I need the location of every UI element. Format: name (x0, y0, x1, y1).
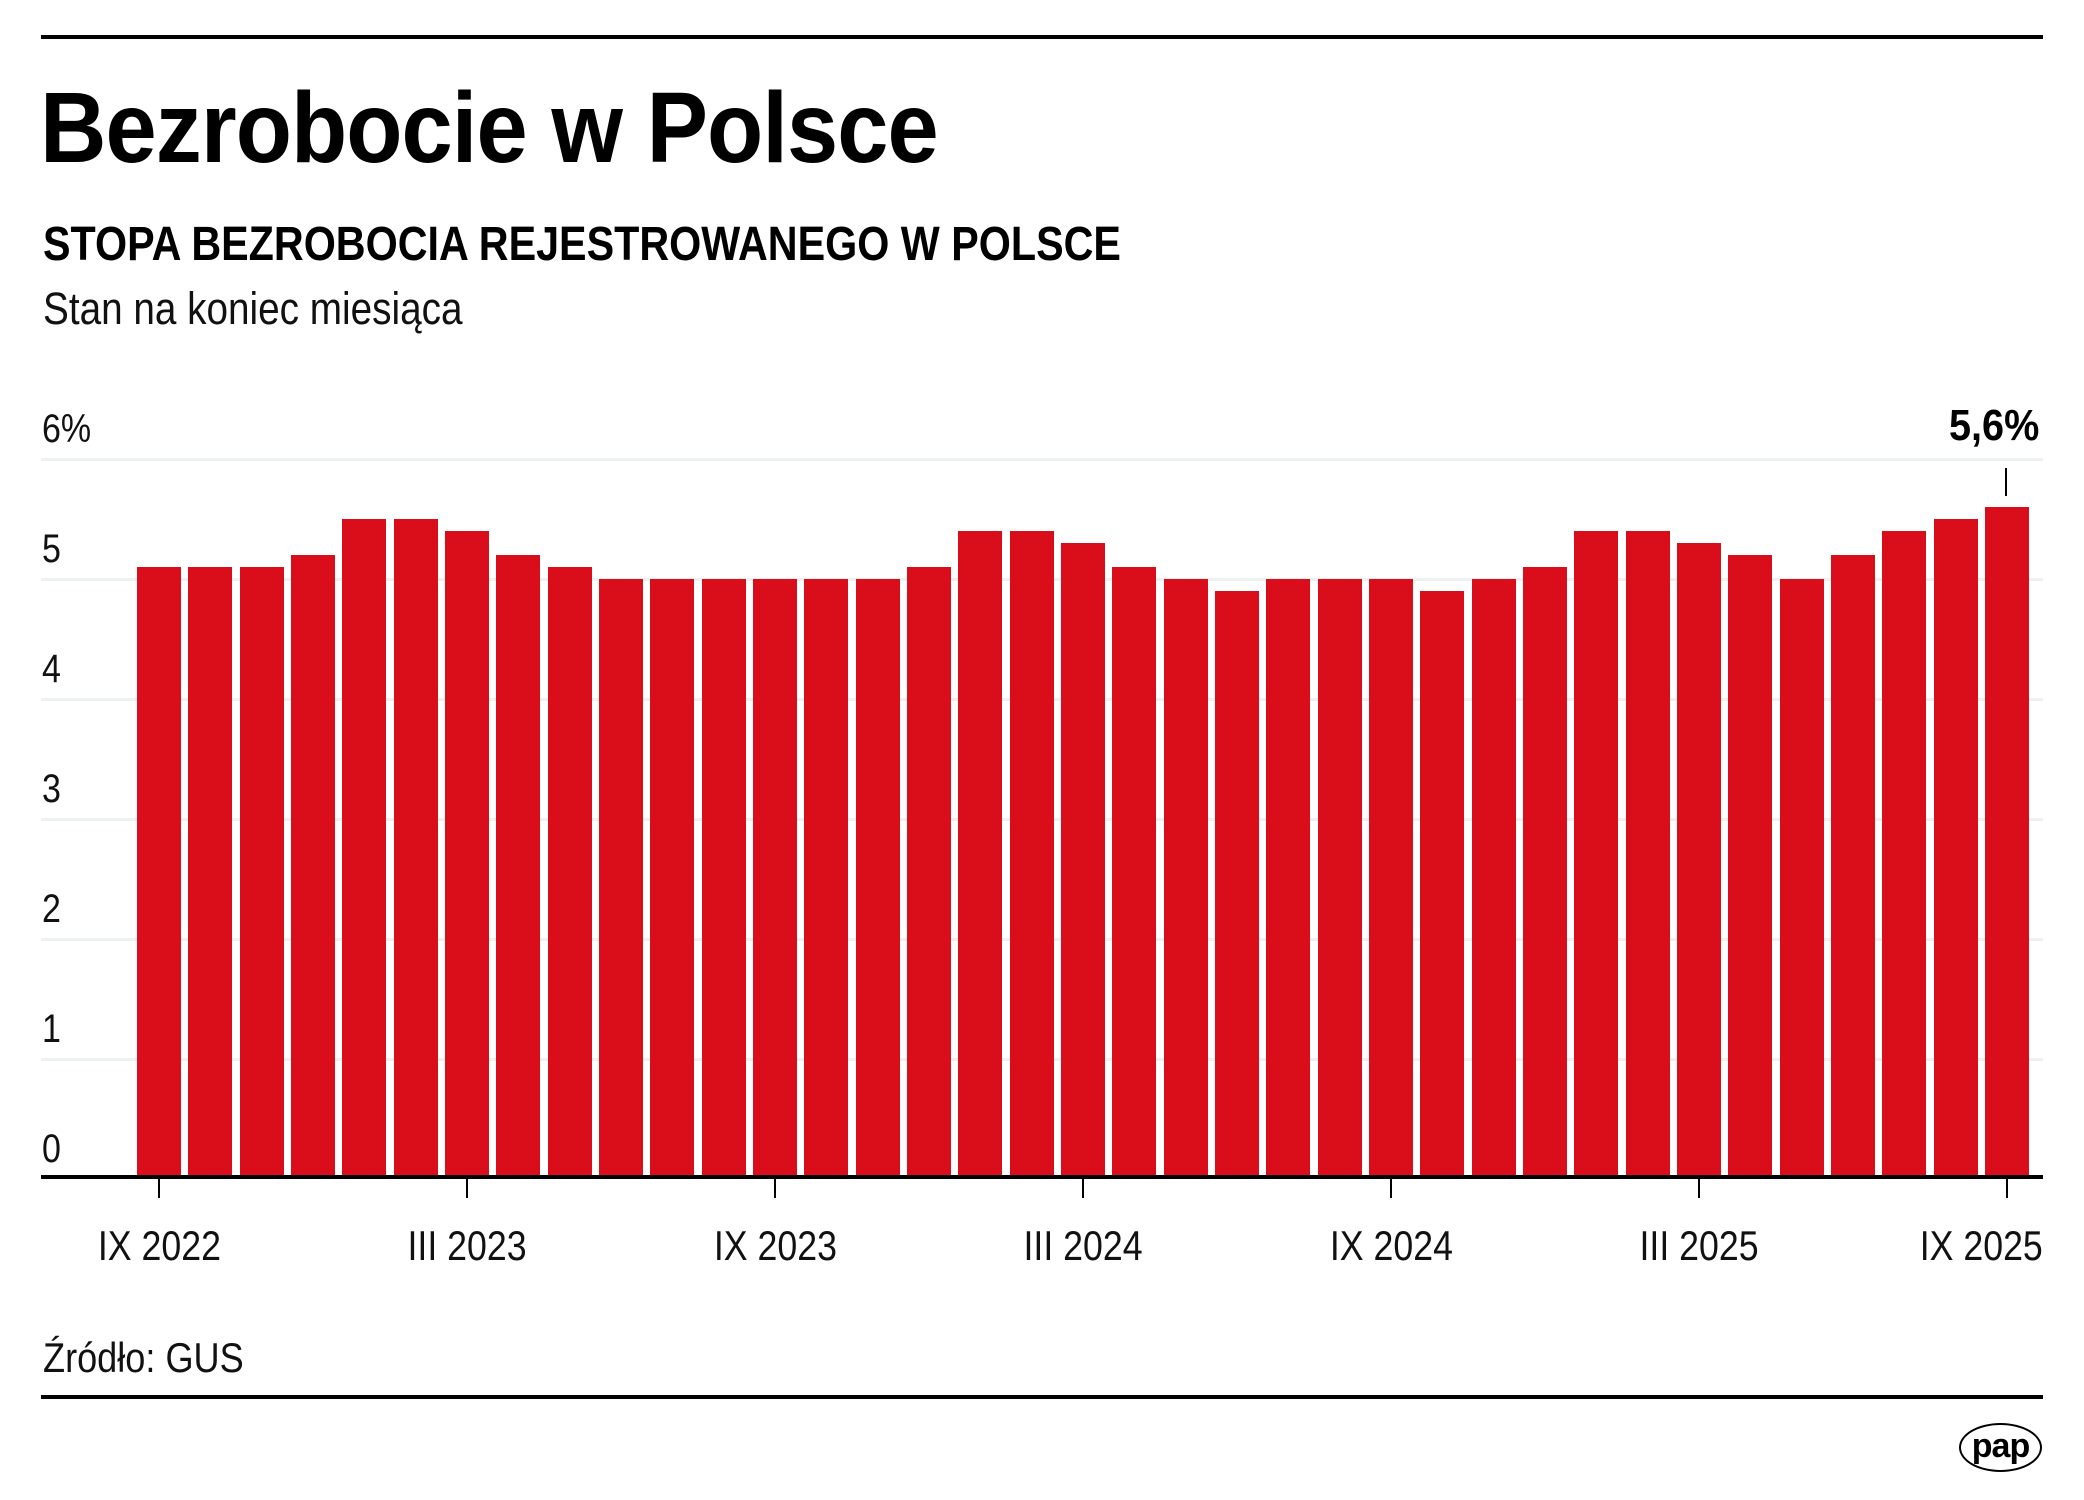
bar (650, 579, 695, 1175)
bar (1368, 579, 1413, 1175)
bar (752, 579, 797, 1175)
chart-note-text: Stan na koniec miesiąca (43, 283, 463, 334)
bottom-rule (41, 1395, 2043, 1399)
x-axis-line (41, 1175, 2043, 1179)
y-axis-label-text: 4 (42, 647, 61, 691)
x-axis-tick (158, 1179, 160, 1198)
x-axis-label-text: III 2024 (1023, 1222, 1143, 1269)
bar (1933, 519, 1978, 1175)
y-axis-label-text: 3 (42, 767, 61, 811)
annotation-leader-line (2005, 468, 2007, 496)
bar (701, 579, 746, 1175)
bar (1882, 531, 1927, 1175)
bar (290, 555, 335, 1175)
source-note: Źródło: GUS (43, 1336, 276, 1380)
bar (1317, 579, 1362, 1175)
bar (1574, 531, 1619, 1175)
chart-subtitle-text: STOPA BEZROBOCIA REJESTROWANEGO W POLSCE (43, 218, 1121, 271)
bar (137, 567, 181, 1175)
bar (496, 555, 541, 1175)
y-axis-label-text: 6% (42, 407, 92, 451)
x-axis-label: IX 2024 (1271, 1224, 1511, 1268)
bar (855, 579, 900, 1175)
top-rule (41, 35, 2043, 39)
y-axis-label: 6% (42, 409, 100, 449)
source-text: Źródło: GUS (43, 1334, 244, 1381)
x-axis-tick (1697, 1179, 1700, 1198)
x-axis-label: IX 2025 (1803, 1224, 2043, 1268)
chart-note: Stan na koniec miesiąca (43, 284, 531, 334)
y-axis-label: 0 (42, 1129, 64, 1169)
x-axis-label: IX 2022 (39, 1224, 279, 1268)
x-axis-label: III 2023 (347, 1224, 587, 1268)
x-axis-tick (465, 1179, 468, 1198)
bar (342, 519, 387, 1175)
x-axis-label: III 2025 (1579, 1224, 1819, 1268)
y-axis-label-text: 5 (42, 527, 61, 571)
x-axis-label-text: III 2023 (407, 1222, 527, 1269)
bar (958, 531, 1003, 1175)
y-axis-label: 5 (42, 529, 64, 569)
bar (1112, 567, 1157, 1175)
bar (1625, 531, 1670, 1175)
page-title-text: Bezrobocie w Polsce (40, 72, 939, 184)
bar (1420, 591, 1465, 1175)
bar (1471, 579, 1516, 1175)
x-axis-label: IX 2023 (655, 1224, 895, 1268)
latest-value-label: 5,6% (1948, 401, 2039, 450)
bar (1728, 555, 1773, 1175)
bar (1266, 579, 1311, 1175)
latest-value-annotation: 5,6% (1939, 404, 2039, 448)
page-title: Bezrobocie w Polsce (40, 78, 1016, 178)
bar-chart: 6% 5 4 3 2 1 0 IX 2022 III 2023 IX 2023 III 2024 I… (39, 404, 2043, 1268)
x-axis-tick (773, 1179, 776, 1198)
x-axis-label-text: IX 2024 (1329, 1222, 1453, 1269)
bar (239, 567, 284, 1175)
bar (393, 519, 438, 1175)
bar (1522, 567, 1567, 1175)
bar (1779, 579, 1824, 1175)
x-axis-tick (1389, 1179, 1392, 1198)
bar (1214, 591, 1259, 1175)
bar (1009, 531, 1054, 1175)
pap-logo-text: pap (1971, 1426, 2030, 1465)
chart-subtitle: STOPA BEZROBOCIA REJESTROWANEGO W POLSCE (43, 220, 1296, 270)
x-axis-label-text: III 2025 (1639, 1222, 1759, 1269)
x-axis-label-text: IX 2025 (1919, 1222, 2043, 1269)
bar (1060, 543, 1105, 1175)
x-axis-label-text: IX 2022 (97, 1222, 221, 1269)
bar (188, 567, 233, 1175)
x-axis-tick (2005, 1179, 2008, 1198)
bar (1830, 555, 1875, 1175)
bar (1984, 507, 2029, 1175)
y-axis-label: 2 (42, 889, 64, 929)
x-axis-label-text: IX 2023 (713, 1222, 837, 1269)
bar (444, 531, 489, 1175)
bar (598, 579, 643, 1175)
bar (1676, 543, 1721, 1175)
bar (804, 579, 849, 1175)
y-axis-label: 1 (42, 1009, 64, 1049)
y-axis-label-text: 1 (42, 1007, 61, 1051)
pap-logo: pap (1959, 1423, 2042, 1472)
gridline (41, 458, 2043, 461)
bar (1163, 579, 1208, 1175)
y-axis-label-text: 2 (42, 887, 61, 931)
x-axis-label: III 2024 (963, 1224, 1203, 1268)
y-axis-label: 3 (42, 769, 64, 809)
bar (547, 567, 592, 1175)
bar (906, 567, 951, 1175)
y-axis-label: 4 (42, 649, 64, 689)
y-axis-label-text: 0 (42, 1127, 61, 1171)
x-axis-tick (1081, 1179, 1084, 1198)
